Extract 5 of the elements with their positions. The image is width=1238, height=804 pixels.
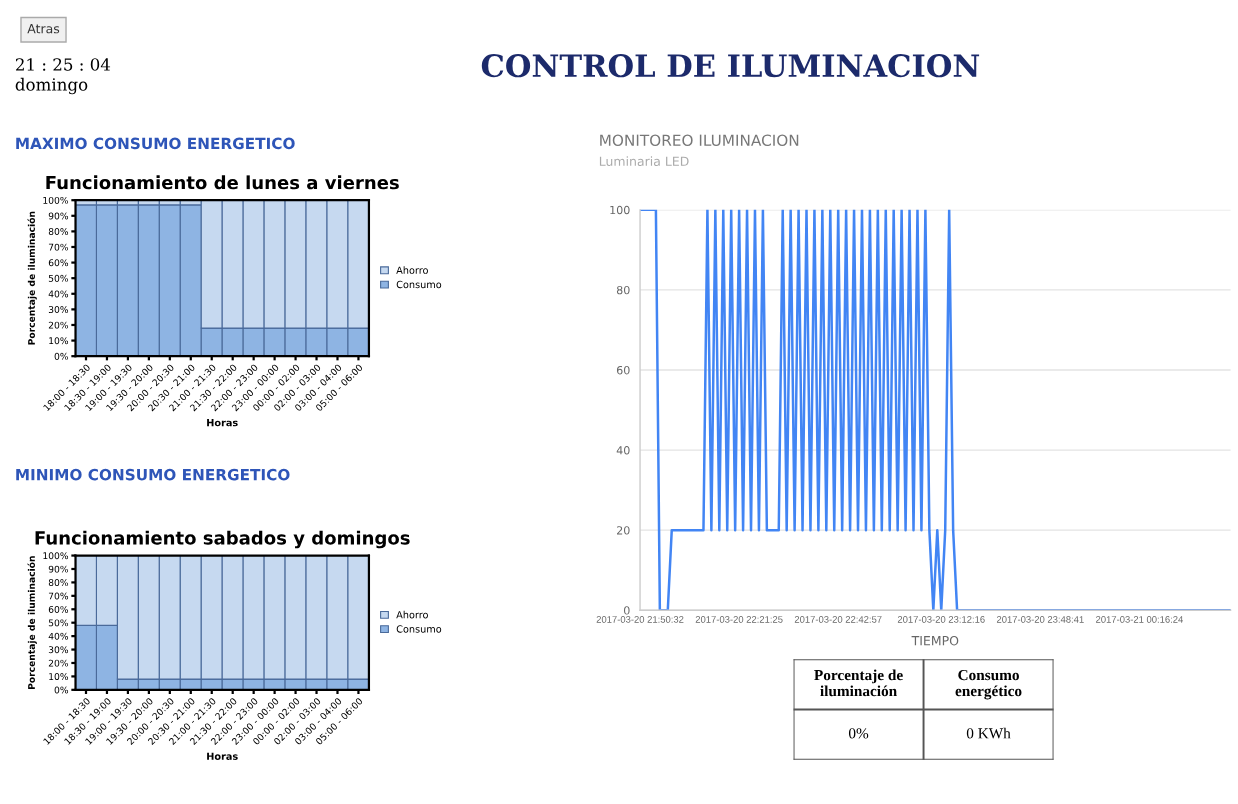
chart-title: Funcionamiento sabados y domingos <box>35 530 410 549</box>
chart-title: Funcionamiento de lunes a viernes <box>46 175 399 190</box>
text: CONTROL DE ILUMINACION <box>481 54 980 78</box>
text: domingo <box>15 77 88 95</box>
text: 21 : 25 : 04 <box>15 58 111 71</box>
